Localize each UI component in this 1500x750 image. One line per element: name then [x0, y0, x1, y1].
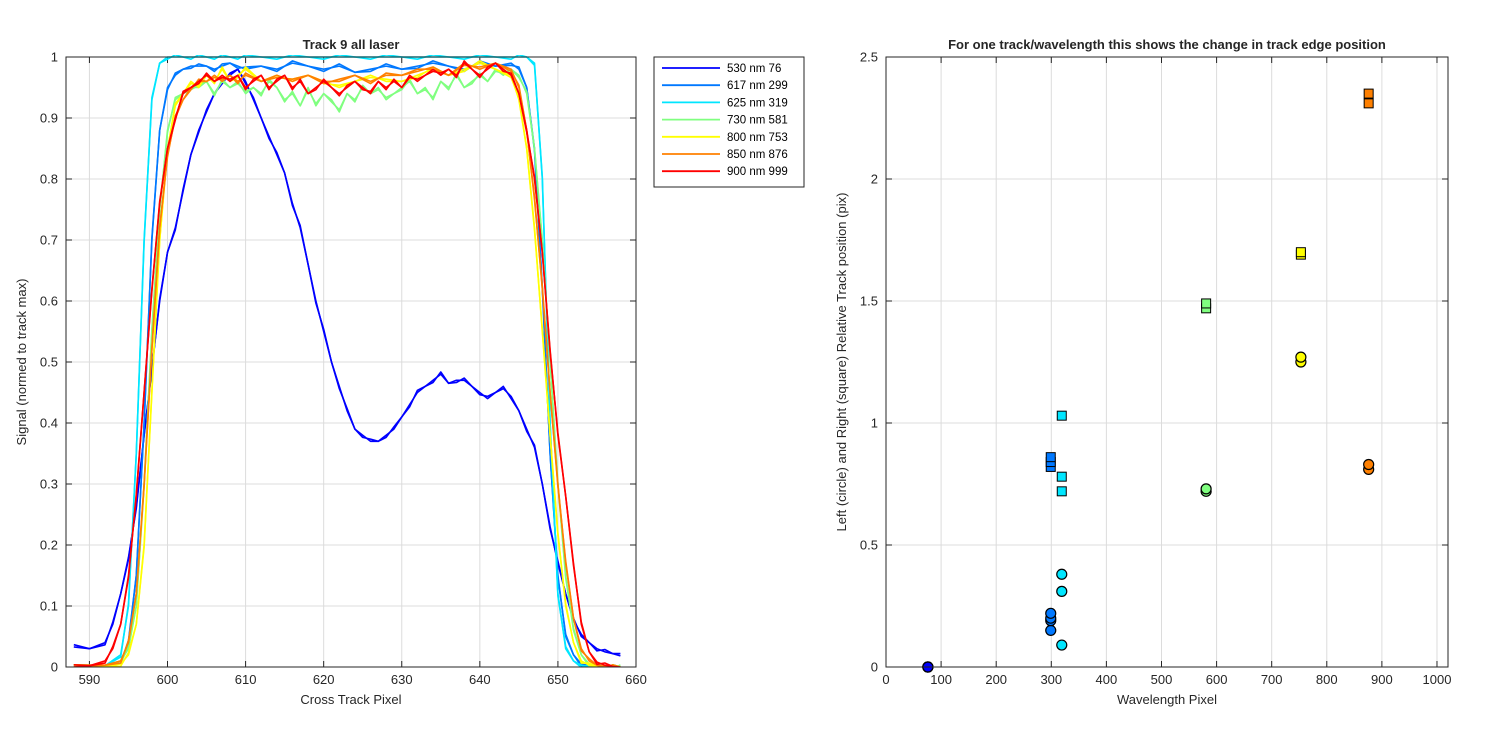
legend-entry: 900 nm 999 — [727, 166, 788, 178]
y-axis-label: Left (circle) and Right (square) Relativ… — [834, 193, 849, 532]
circle-marker — [1363, 458, 1375, 471]
y-tick-label: 0.4 — [40, 416, 58, 431]
y-tick-label: 0.8 — [40, 172, 58, 187]
legend-entry: 730 nm 581 — [727, 115, 788, 127]
x-tick-label: 300 — [1040, 672, 1062, 687]
x-tick-label: 610 — [235, 672, 257, 687]
x-tick-label: 590 — [79, 672, 101, 687]
x-axis-label: Wavelength Pixel — [1117, 692, 1217, 707]
signal-profile-chart: 590 600 610 620 630 640 650 660 0 0.1 0.2 0.3 0.4 0.5… — [14, 37, 805, 707]
x-tick-label: 800 — [1316, 672, 1338, 687]
circle-marker — [1056, 639, 1068, 651]
plot-area — [886, 57, 1448, 667]
y-tick-label: 1.5 — [860, 294, 878, 309]
legend-entry: 850 nm 876 — [727, 149, 788, 161]
y-tick-label: 0.7 — [40, 233, 58, 248]
y-tick-label: 0 — [51, 660, 58, 675]
square-marker — [1045, 452, 1056, 463]
edge-position-chart: 0 100 200 300 400 500 600 700 800 900 1000 0 0.5 1 1.5… — [834, 37, 1451, 707]
series-line-0 — [73, 68, 621, 657]
square-marker — [1056, 486, 1067, 497]
chart-title: Track 9 all laser — [303, 37, 400, 52]
x-tick-label: 100 — [930, 672, 952, 687]
x-tick-label: 600 — [1206, 672, 1228, 687]
legend-entry: 800 nm 753 — [727, 132, 788, 144]
x-tick-label: 660 — [625, 672, 647, 687]
x-tick-label: 630 — [391, 672, 413, 687]
y-tick-label: 0.3 — [40, 477, 58, 492]
x-tick-label: 0 — [882, 672, 889, 687]
x-axis-label: Cross Track Pixel — [300, 692, 401, 707]
x-tick-label: 650 — [547, 672, 569, 687]
y-tick-label: 0.5 — [40, 355, 58, 370]
square-marker — [1363, 88, 1374, 99]
circle-marker — [1045, 624, 1057, 637]
legend-entry: 530 nm 76 — [727, 63, 781, 75]
square-marker — [1056, 410, 1067, 421]
y-tick-label: 0.6 — [40, 294, 58, 309]
x-tick-label: 200 — [985, 672, 1007, 687]
x-tick-label: 400 — [1096, 672, 1118, 687]
circle-marker — [1056, 585, 1068, 597]
x-tick-label: 900 — [1371, 672, 1393, 687]
legend-box — [653, 56, 805, 188]
y-tick-label: 0.5 — [860, 538, 878, 553]
x-tick-label: 600 — [157, 672, 179, 687]
square-marker — [1295, 247, 1306, 258]
y-tick-label: 2.5 — [860, 50, 878, 65]
y-tick-label: 0.1 — [40, 599, 58, 614]
y-tick-label: 1 — [51, 50, 58, 65]
legend-entry: 617 nm 299 — [727, 80, 788, 92]
square-marker — [1056, 471, 1067, 482]
y-tick-label: 1 — [871, 416, 878, 431]
series-line-2 — [73, 55, 621, 667]
legend-entry: 625 nm 319 — [727, 97, 788, 109]
circle-marker — [1056, 568, 1068, 580]
legend: 530 nm 76 617 nm 299 625 nm 319 730 nm 581 8… — [653, 56, 805, 188]
axes-frame — [885, 56, 1449, 668]
y-tick-label: 0.9 — [40, 111, 58, 126]
x-tick-label: 620 — [313, 672, 335, 687]
square-marker — [1201, 298, 1212, 309]
circle-marker — [1045, 607, 1057, 619]
y-tick-label: 2 — [871, 172, 878, 187]
axes-frame — [65, 56, 637, 668]
x-tick-label: 700 — [1261, 672, 1283, 687]
x-tick-label: 640 — [469, 672, 491, 687]
y-tick-label: 0.2 — [40, 538, 58, 553]
x-tick-label: 1000 — [1423, 672, 1452, 687]
x-tick-label: 500 — [1151, 672, 1173, 687]
y-axis-label: Signal (normed to track max) — [14, 279, 29, 446]
circle-marker — [1295, 351, 1307, 363]
chart-title: For one track/wavelength this shows the … — [948, 37, 1386, 52]
circle-marker — [1200, 483, 1212, 495]
square-marker — [1363, 98, 1374, 109]
y-tick-label: 0 — [871, 660, 878, 675]
series-line-5 — [73, 62, 621, 667]
series-line-6 — [73, 60, 617, 667]
